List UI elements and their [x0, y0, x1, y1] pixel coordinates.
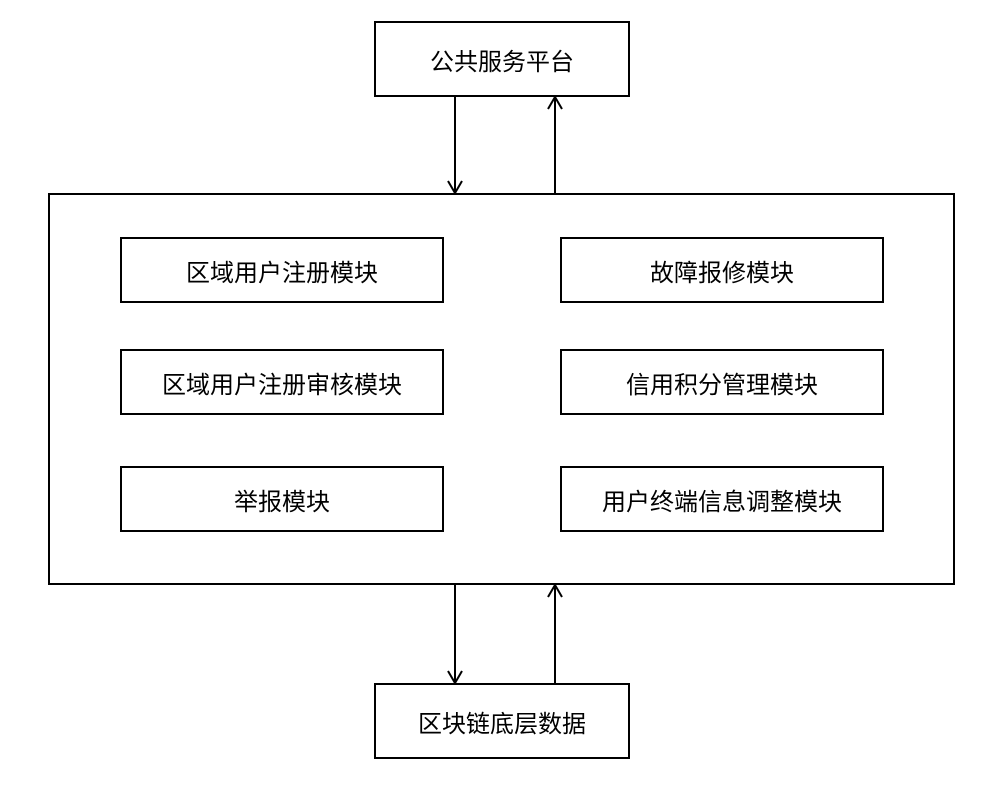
bottom-box-blockchain-underlying-data: 区块链底层数据: [374, 683, 630, 759]
top-box-label: 公共服务平台: [430, 42, 574, 77]
module-label: 信用积分管理模块: [626, 365, 818, 400]
module-label: 举报模块: [234, 482, 330, 517]
module-region-user-register: 区域用户注册模块: [120, 237, 444, 303]
module-credit-points-management: 信用积分管理模块: [560, 349, 884, 415]
module-label: 故障报修模块: [650, 253, 794, 288]
module-region-user-register-audit: 区域用户注册审核模块: [120, 349, 444, 415]
bottom-box-label: 区块链底层数据: [418, 704, 586, 739]
module-report: 举报模块: [120, 466, 444, 532]
module-label: 用户终端信息调整模块: [602, 482, 842, 517]
module-user-terminal-info-adjust: 用户终端信息调整模块: [560, 466, 884, 532]
module-fault-repair: 故障报修模块: [560, 237, 884, 303]
connector-top-to-container: [443, 97, 567, 193]
connector-container-to-bottom: [443, 585, 567, 683]
module-label: 区域用户注册模块: [186, 253, 378, 288]
top-box-public-service-platform: 公共服务平台: [374, 21, 630, 97]
module-label: 区域用户注册审核模块: [162, 365, 402, 400]
